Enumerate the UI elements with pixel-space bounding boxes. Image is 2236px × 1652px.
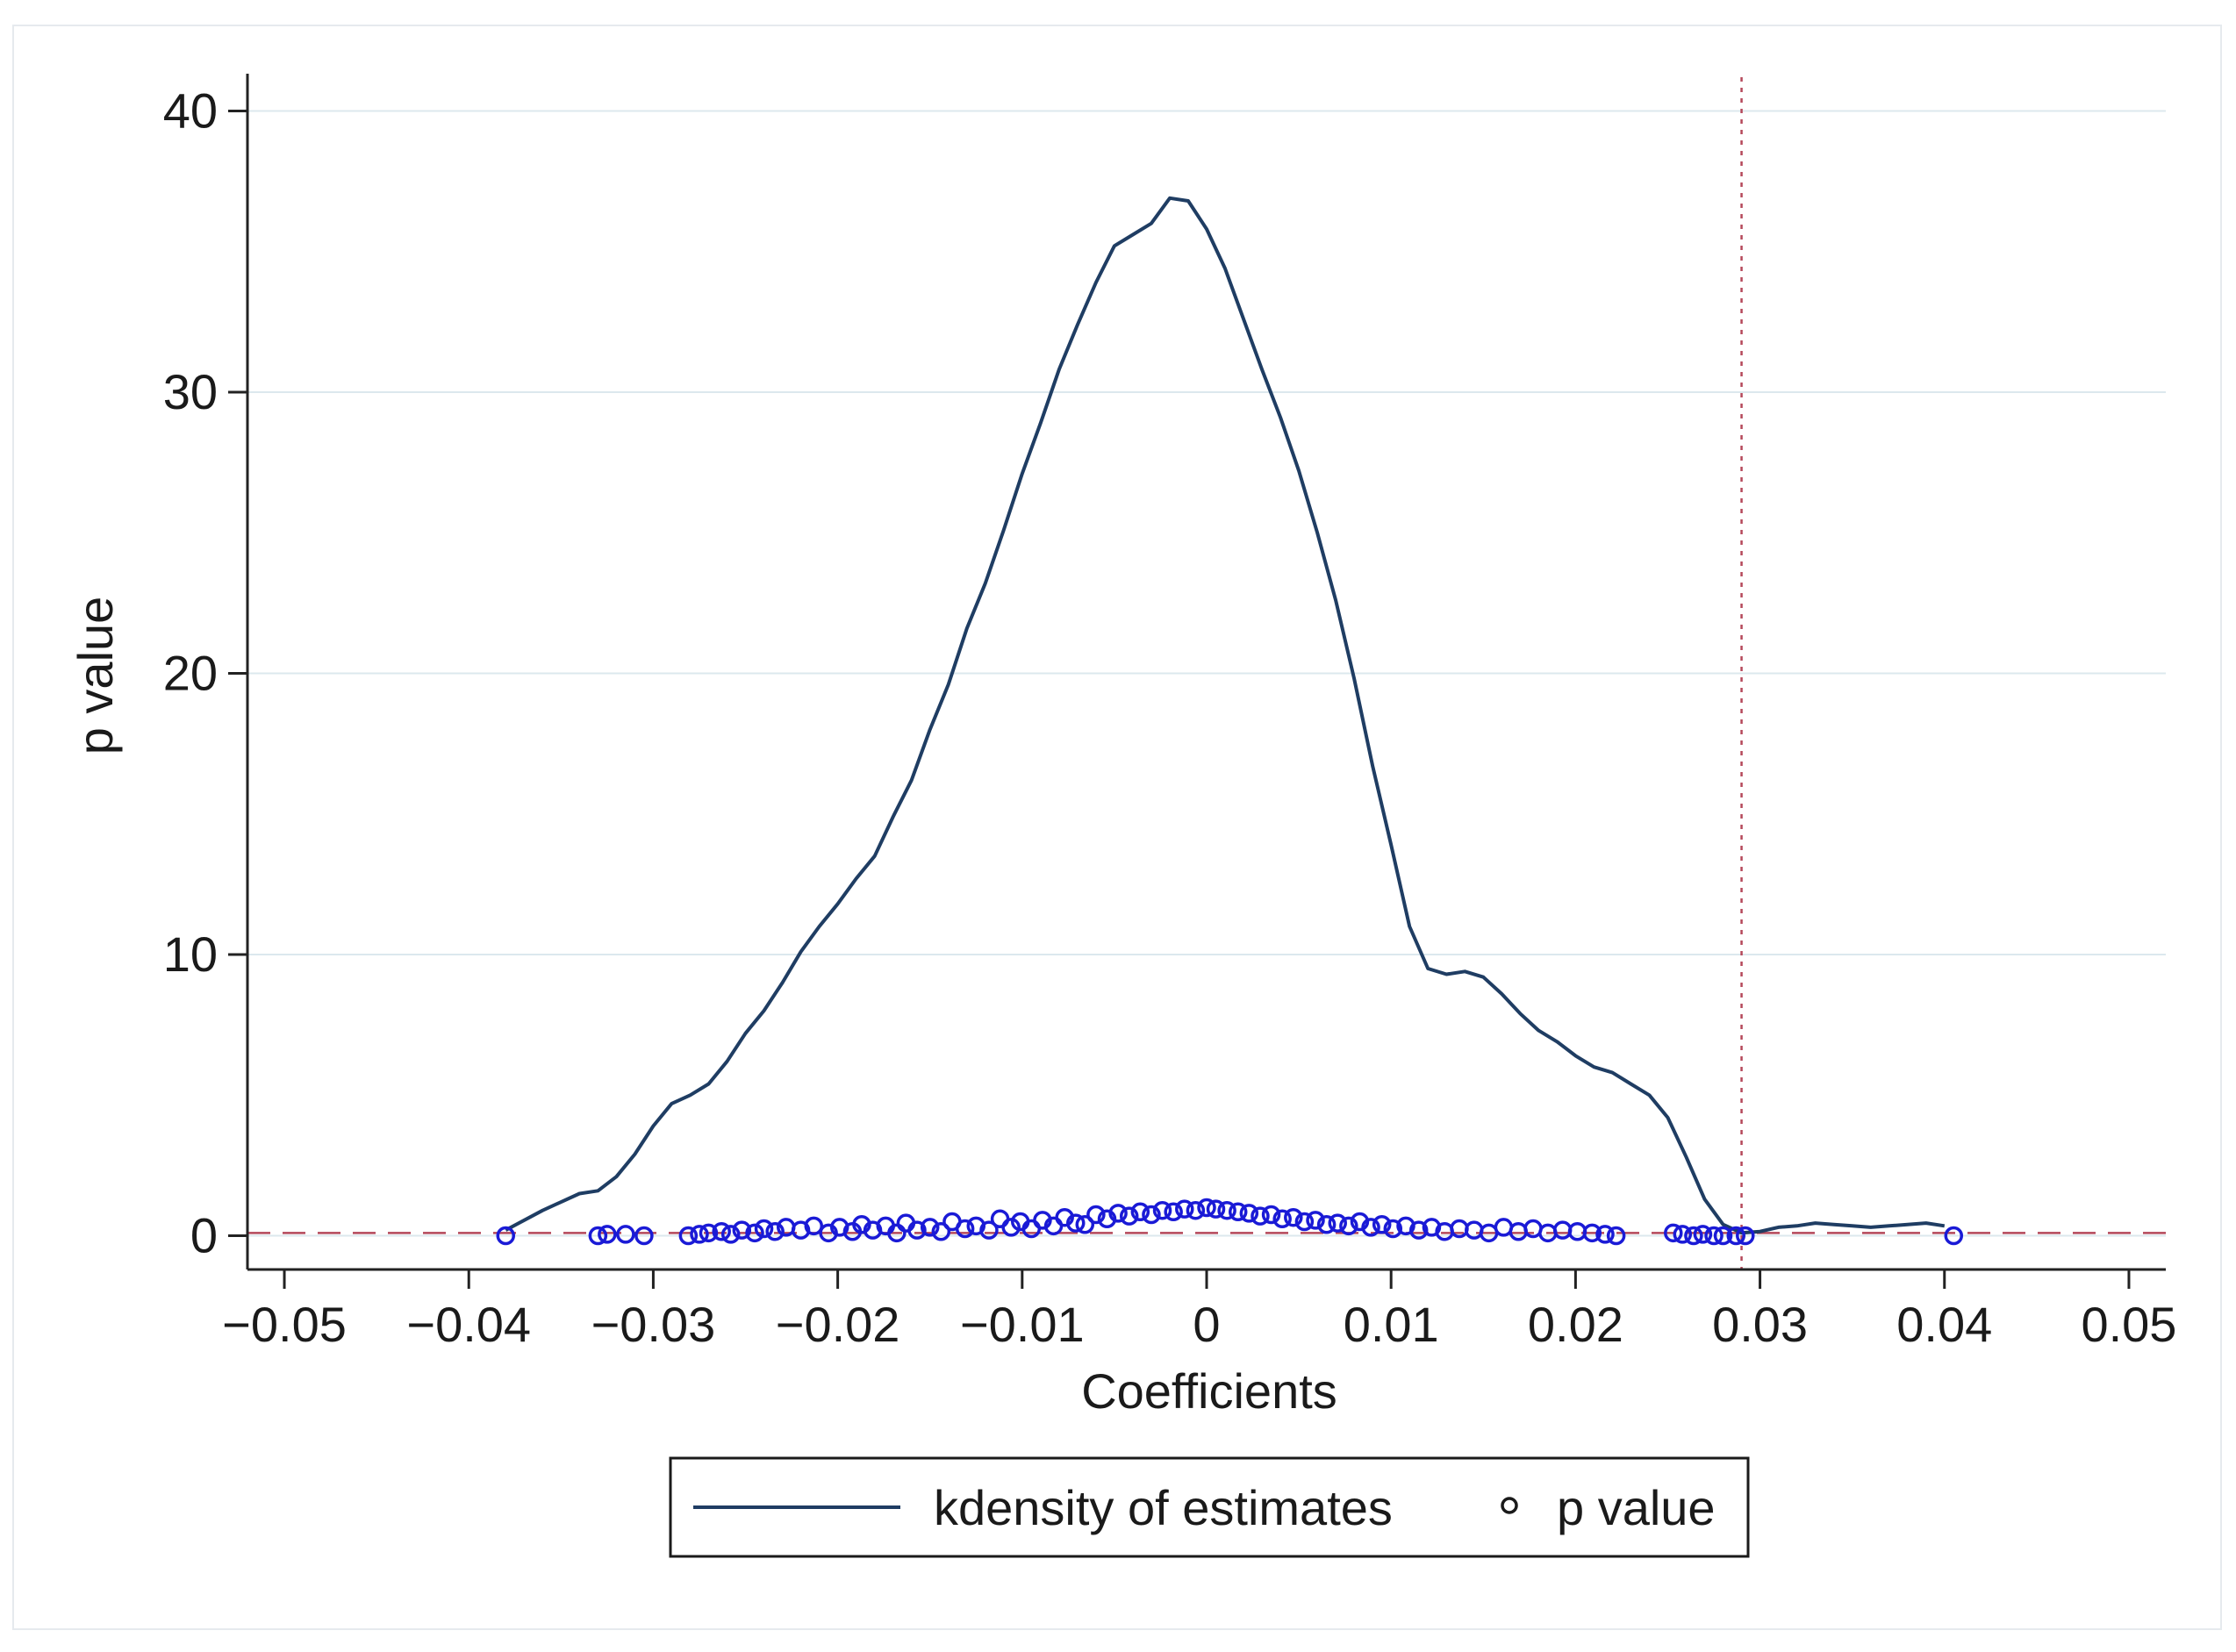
x-tick-label-0: −0.05	[222, 1297, 347, 1352]
p-value-point	[1130, 1202, 1150, 1222]
legend: kdensity of estimates p value	[669, 1456, 1750, 1558]
p-value-point	[955, 1219, 975, 1239]
p-value-point	[1704, 1226, 1724, 1246]
p-value-point	[1152, 1200, 1172, 1220]
p-value-point	[1693, 1225, 1713, 1244]
x-tick-label-4: −0.01	[960, 1297, 1085, 1352]
legend-label-kdensity: kdensity of estimates	[934, 1480, 1393, 1535]
p-value-point	[990, 1209, 1010, 1229]
p-value-point	[745, 1223, 764, 1243]
p-value-point	[1066, 1213, 1086, 1233]
p-value-point	[1108, 1204, 1128, 1223]
legend-label-pvalue: p value	[1557, 1480, 1716, 1535]
p-value-point	[678, 1226, 699, 1246]
p-value-point	[1944, 1226, 1964, 1246]
p-value-point	[1713, 1226, 1733, 1246]
p-value-point	[1142, 1205, 1161, 1225]
p-value-point	[1316, 1214, 1337, 1234]
x-tick-label-3: −0.02	[776, 1297, 900, 1352]
p-value-point	[907, 1220, 927, 1240]
y-tick-label-2: 20	[163, 646, 218, 701]
gridlines	[247, 110, 2166, 1237]
p-value-point	[598, 1225, 617, 1244]
reference-lines	[247, 77, 2166, 1269]
p-value-point	[765, 1221, 785, 1241]
series	[505, 196, 1946, 1235]
x-tick-label-2: −0.03	[591, 1297, 716, 1352]
p-value-point	[1509, 1221, 1528, 1241]
x-tick-label-7: 0.02	[1528, 1297, 1623, 1352]
p-value-point	[690, 1225, 709, 1244]
x-axis-title: Coefficients	[1081, 1363, 1337, 1419]
p-value-point	[1119, 1206, 1139, 1226]
p-value-points	[496, 1198, 1964, 1246]
x-tick-label-1: −0.04	[406, 1297, 531, 1352]
x-axis-ticks: −0.05 −0.04 −0.03 −0.02 −0.01 0 0.01 0.02 0.03 0.…	[222, 1269, 2176, 1352]
p-value-point	[1684, 1226, 1703, 1246]
p-value-point	[588, 1226, 608, 1246]
p-value-point	[1372, 1214, 1392, 1234]
p-value-point	[1261, 1205, 1281, 1225]
p-value-point	[496, 1226, 516, 1246]
p-value-point	[699, 1223, 719, 1243]
p-value-point	[616, 1225, 635, 1244]
y-tick-label-1: 10	[163, 926, 218, 982]
p-value-point	[1582, 1223, 1602, 1243]
p-value-point	[1197, 1198, 1216, 1218]
x-tick-label-5: 0	[1193, 1297, 1220, 1352]
x-tick-label-6: 0.01	[1344, 1297, 1439, 1352]
y-axis-ticks: 0 10 20 30 40	[163, 82, 247, 1263]
p-value-point	[732, 1220, 752, 1240]
p-value-point	[720, 1225, 741, 1244]
p-value-point	[1086, 1205, 1106, 1225]
p-value-point	[1361, 1218, 1380, 1237]
legend-circle-swatch	[1501, 1497, 1518, 1514]
p-value-point	[1075, 1214, 1095, 1234]
x-tick-label-10: 0.05	[2081, 1297, 2176, 1352]
x-tick-label-8: 0.03	[1712, 1297, 1808, 1352]
p-value-point	[920, 1218, 940, 1237]
axes	[246, 74, 2166, 1271]
p-value-point	[1206, 1199, 1226, 1219]
p-value-point	[1736, 1226, 1755, 1246]
p-value-point	[1306, 1211, 1325, 1230]
kdensity-line	[505, 196, 1946, 1235]
p-value-point	[1272, 1209, 1292, 1229]
p-value-point	[979, 1220, 999, 1240]
p-value-point	[1251, 1206, 1270, 1226]
p-value-point	[1383, 1219, 1403, 1239]
p-value-point	[1595, 1225, 1615, 1244]
p-value-point	[1294, 1212, 1315, 1232]
p-value-point	[754, 1219, 774, 1239]
p-value-point	[1339, 1216, 1358, 1236]
p-value-point	[1239, 1204, 1259, 1223]
y-tick-label-3: 30	[163, 364, 218, 419]
p-value-point	[1001, 1218, 1021, 1237]
p-value-point	[931, 1221, 951, 1241]
p-value-point	[1228, 1202, 1248, 1222]
chart-frame	[12, 25, 2222, 1630]
p-value-point	[1664, 1223, 1683, 1243]
p-value-point	[1328, 1213, 1347, 1233]
p-value-point	[1186, 1200, 1206, 1220]
p-value-point	[1726, 1226, 1746, 1246]
p-value-point	[634, 1226, 654, 1246]
y-axis-title: p value	[68, 597, 123, 755]
p-value-point	[804, 1216, 824, 1236]
p-value-point	[1673, 1225, 1693, 1244]
p-value-point	[712, 1221, 731, 1241]
p-value-point	[1217, 1200, 1236, 1220]
p-value-point	[1175, 1199, 1194, 1219]
p-value-point	[1284, 1207, 1303, 1227]
x-tick-label-9: 0.04	[1896, 1297, 1992, 1352]
y-tick-label-0: 0	[190, 1208, 218, 1263]
y-tick-label-4: 40	[163, 82, 218, 138]
p-value-point	[1606, 1226, 1626, 1246]
p-value-point	[1408, 1220, 1429, 1240]
p-value-point	[1164, 1202, 1183, 1222]
